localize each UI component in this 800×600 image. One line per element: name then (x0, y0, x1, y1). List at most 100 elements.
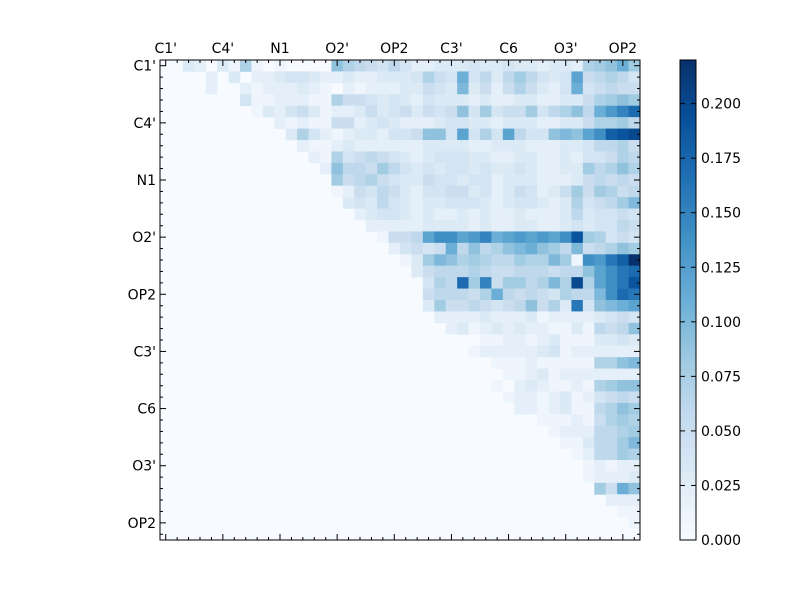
heatmap-cell (457, 140, 469, 152)
heatmap-cell (617, 414, 629, 427)
heatmap-cell (628, 197, 641, 209)
heatmap-cell (582, 357, 595, 369)
heatmap-cell (491, 357, 504, 369)
heatmap-cell (582, 128, 595, 141)
heatmap-cell (297, 71, 309, 84)
heatmap-cell (411, 151, 424, 164)
heatmap-cell (502, 391, 515, 404)
heatmap-cell (537, 185, 549, 198)
heatmap-cell (411, 94, 424, 107)
heatmap-cell (331, 128, 344, 141)
heatmap-cell (320, 94, 332, 107)
heatmap-cell (320, 71, 332, 84)
heatmap-cell (605, 128, 618, 141)
heatmap-cell (274, 71, 287, 84)
heatmap-cell (388, 151, 401, 164)
heatmap-cell (400, 60, 412, 72)
heatmap-cell (514, 117, 527, 129)
heatmap-cell (548, 208, 561, 221)
heatmap-cell (251, 71, 264, 84)
heatmap-cell (537, 151, 549, 164)
heatmap-cell (514, 185, 527, 198)
heatmap-cell (377, 231, 389, 244)
heatmap-cell (354, 140, 367, 152)
heatmap-cell (422, 208, 435, 221)
heatmap-cell (365, 71, 378, 84)
heatmap-cell (582, 288, 595, 301)
heatmap-cell (537, 391, 549, 404)
heatmap-cell (571, 391, 584, 404)
heatmap-cell (617, 391, 629, 404)
heatmap-cell (331, 140, 344, 152)
heatmap-cell (605, 460, 618, 472)
heatmap-cell (571, 117, 584, 129)
heatmap-cell (297, 105, 309, 118)
heatmap-cell (342, 128, 355, 141)
heatmap-cell (365, 220, 378, 232)
heatmap-cell (582, 151, 595, 164)
heatmap-cell (400, 117, 412, 129)
heatmap-cell (285, 82, 298, 95)
heatmap-cell (491, 151, 504, 164)
heatmap-cell (240, 60, 252, 72)
heatmap-cell (514, 242, 527, 255)
heatmap-cell (422, 117, 435, 129)
x-tick-label: OP2 (609, 41, 637, 57)
heatmap-cell (560, 277, 572, 289)
heatmap-cell (502, 71, 515, 84)
heatmap-cell (594, 368, 607, 381)
heatmap-cell (571, 345, 584, 358)
heatmap-cell (354, 174, 367, 187)
heatmap-cell (628, 265, 641, 278)
heatmap-cell (468, 300, 481, 312)
heatmap-cell (617, 402, 629, 415)
heatmap-cell (560, 185, 572, 198)
heatmap-cell (480, 128, 492, 141)
heatmap-cell (342, 197, 355, 209)
heatmap-cell (457, 174, 469, 187)
heatmap-cell (502, 311, 515, 324)
heatmap-cell (548, 105, 561, 118)
heatmap-cell (594, 140, 607, 152)
heatmap-cell (571, 380, 584, 392)
heatmap-cell (502, 151, 515, 164)
heatmap-cell (525, 345, 538, 358)
heatmap-cell (560, 368, 572, 381)
heatmap-cell (571, 254, 584, 267)
heatmap-cell (594, 391, 607, 404)
heatmap-cell (354, 94, 367, 107)
heatmap-cell (548, 242, 561, 255)
heatmap-cell (457, 94, 469, 107)
heatmap-cell (228, 60, 241, 72)
heatmap-cell (560, 71, 572, 84)
heatmap-cell (354, 71, 367, 84)
heatmap-cell (502, 140, 515, 152)
heatmap-cell (594, 380, 607, 392)
heatmap-cell (594, 322, 607, 335)
heatmap-cell (320, 151, 332, 164)
heatmap-cell (582, 242, 595, 255)
heatmap-cell (582, 254, 595, 267)
heatmap-cell (491, 140, 504, 152)
heatmap-cell (400, 197, 412, 209)
heatmap-cell (377, 151, 389, 164)
heatmap-cell (388, 128, 401, 141)
heatmap-cell (240, 82, 252, 95)
heatmap-cell (525, 322, 538, 335)
heatmap-cell (480, 94, 492, 107)
heatmap-cell (571, 322, 584, 335)
heatmap-cell (468, 174, 481, 187)
heatmap-cell (582, 448, 595, 461)
heatmap-cell (537, 357, 549, 369)
heatmap-cell (582, 60, 595, 72)
heatmap-cell (537, 265, 549, 278)
x-tick-label: C4' (212, 41, 235, 57)
heatmap-cell (617, 425, 629, 438)
heatmap-cell (445, 162, 458, 175)
heatmap-cell (605, 368, 618, 381)
heatmap-cell (331, 151, 344, 164)
heatmap-cell (628, 448, 641, 461)
heatmap-cell (388, 231, 401, 244)
heatmap-cell (480, 174, 492, 187)
heatmap-cell (388, 117, 401, 129)
